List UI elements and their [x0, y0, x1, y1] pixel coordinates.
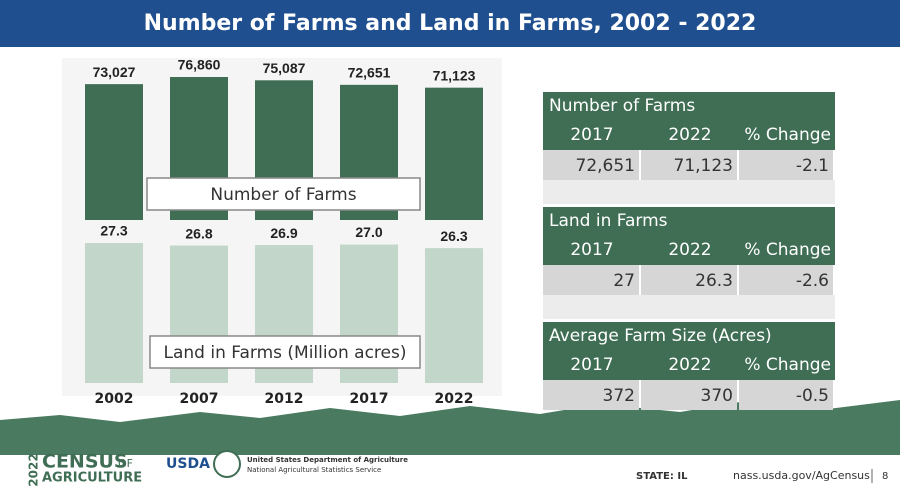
cell	[543, 380, 639, 410]
x-tick-label: 2017	[350, 391, 389, 407]
table-head	[543, 322, 835, 380]
page-number: 8	[882, 471, 888, 482]
seal	[213, 450, 241, 478]
table-title: Land in Farms	[549, 211, 668, 231]
header-bar	[0, 0, 900, 47]
column-header: % Change	[744, 355, 831, 375]
column-header: 2022	[668, 355, 711, 375]
spacer	[543, 180, 835, 204]
title: Number of Farms and Land in Farms, 2002 …	[144, 11, 757, 36]
cell	[543, 265, 639, 295]
spacer	[543, 295, 835, 319]
legend-box	[149, 335, 421, 369]
cell	[641, 150, 737, 180]
cell-text: -0.5	[796, 386, 829, 406]
x-tick-label: 2002	[95, 391, 134, 407]
x-tick-label: 2012	[265, 391, 304, 407]
cell-text: -2.6	[796, 271, 829, 291]
value-label: 71,123	[433, 67, 476, 83]
column-header: % Change	[744, 125, 831, 145]
column-header: % Change	[744, 240, 831, 260]
footer-agriculture: AGRICULTURE	[42, 471, 142, 486]
table-title: Average Farm Size (Acres)	[549, 326, 772, 346]
cell-text: 71,123	[674, 156, 733, 176]
value-label: 75,087	[263, 60, 306, 76]
bar	[85, 84, 143, 220]
cell-text: 370	[701, 386, 733, 406]
legend-label: Number of Farms	[210, 185, 356, 205]
value-label: 26.9	[270, 225, 297, 241]
cell	[739, 150, 833, 180]
footer-year: 2022	[27, 453, 41, 486]
footer-service: National Agricultural Statistics Service	[247, 466, 381, 474]
value-label: 26.8	[185, 225, 212, 241]
cell-text: 372	[603, 386, 635, 406]
value-label: 76,860	[178, 57, 221, 73]
cell	[739, 265, 833, 295]
column-header: 2022	[668, 125, 711, 145]
column-header: 2017	[570, 355, 613, 375]
table-title: Number of Farms	[549, 96, 695, 116]
footer-census: CENSUS	[42, 451, 128, 473]
value-label: 27.3	[100, 223, 127, 239]
footer-of: OF	[118, 457, 133, 470]
value-label: 73,027	[93, 64, 136, 80]
column-header: 2017	[570, 125, 613, 145]
footer-band	[0, 400, 900, 455]
cell	[739, 380, 833, 410]
table-head	[543, 207, 835, 265]
table-head	[543, 92, 835, 150]
cell-text: 26.3	[695, 271, 733, 291]
legend-label: Land in Farms (Million acres)	[163, 343, 406, 363]
x-tick-label: 2022	[435, 391, 474, 407]
bar	[425, 248, 483, 383]
column-header: 2017	[570, 240, 613, 260]
value-label: 26.3	[440, 228, 467, 244]
usda-logo: USDA	[166, 456, 210, 472]
bar	[85, 243, 143, 383]
value-label: 72,651	[348, 65, 391, 81]
value-label: 27.0	[355, 224, 382, 240]
cell	[641, 265, 737, 295]
column-header: 2022	[668, 240, 711, 260]
footer-url: nass.usda.gov/AgCensus	[733, 469, 870, 482]
cell-text: 27	[613, 271, 635, 291]
x-tick-label: 2007	[180, 391, 219, 407]
cell	[543, 150, 639, 180]
footer-dept: United States Department of Agriculture	[247, 456, 408, 464]
bar	[425, 87, 483, 221]
cell-text: 72,651	[576, 156, 635, 176]
footer-state: STATE: IL	[636, 471, 688, 482]
legend-box	[146, 177, 421, 211]
cell	[641, 380, 737, 410]
cell-text: -2.1	[796, 156, 829, 176]
